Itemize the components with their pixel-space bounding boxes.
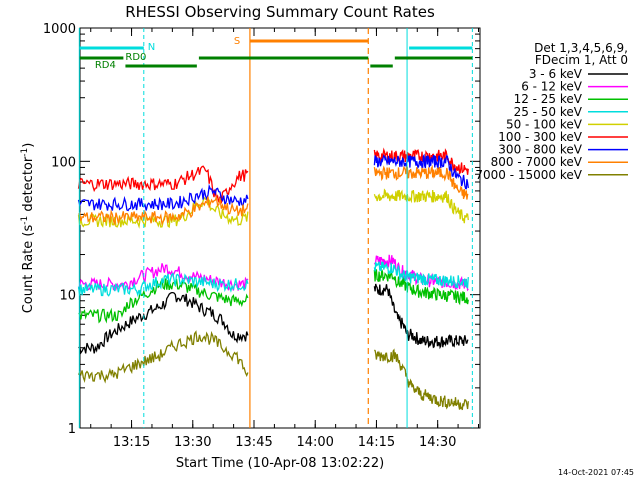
saa-label: S <box>234 36 240 47</box>
series-line-0-pre <box>78 291 249 355</box>
x-tick-label: 14:30 <box>419 435 456 450</box>
x-tick-label: 13:30 <box>174 435 211 450</box>
series-line-6-post <box>373 153 469 190</box>
night-label: N <box>148 42 155 53</box>
plot-area: 13:15 13:30 13:45 14:00 14:15 14:30 1 10 100 1000… <box>43 22 481 450</box>
plot-frame <box>79 27 481 429</box>
y-tick-label: 1 <box>68 422 76 437</box>
chart-title: RHESSI Observing Summary Count Rates <box>125 3 435 21</box>
legend-label-6: 300 - 800 keV <box>498 143 582 157</box>
series-line-6-pre <box>77 183 249 212</box>
x-tick-label: 14:15 <box>358 435 395 450</box>
legend: Det 1,3,4,5,6,9, FDecim 1, Att 0 3 - 6 k… <box>475 41 628 182</box>
legend-header-2: FDecim 1, Att 0 <box>535 53 628 67</box>
y-axis-label: Count Rate (s-1 detector-1) <box>20 143 36 314</box>
series-line-3-pre <box>77 272 249 298</box>
series-line-8-pre <box>77 330 249 384</box>
series-line-4-post <box>373 188 469 224</box>
y-tick-label: 100 <box>51 155 76 170</box>
legend-label-7: 800 - 7000 keV <box>491 155 583 169</box>
y-tick-label: 1000 <box>43 22 76 37</box>
series-line-8-post <box>373 348 469 411</box>
legend-header-1: Det 1,3,4,5,6,9, <box>534 41 628 55</box>
rd4-label: RD4 <box>95 60 116 71</box>
series-line-2-post <box>373 269 469 306</box>
legend-label-3: 25 - 50 keV <box>514 105 583 119</box>
series-line-2-pre <box>78 277 249 324</box>
series-line-7-pre <box>78 195 249 227</box>
x-tick-label: 14:00 <box>296 435 333 450</box>
legend-label-1: 6 - 12 keV <box>521 80 583 94</box>
series-line-0-post <box>373 283 469 350</box>
rd0-label: RD0 <box>125 52 146 63</box>
x-tick-label: 13:15 <box>113 435 150 450</box>
y-tick-label: 10 <box>59 289 76 304</box>
series-line-3-post <box>373 261 469 289</box>
series-line-5-post <box>373 147 469 175</box>
series-line-7-post <box>373 164 469 200</box>
footer-timestamp: 14-Oct-2021 07:45 <box>558 468 634 477</box>
series-line-5-pre <box>77 165 249 204</box>
x-tick-label: 13:45 <box>235 435 272 450</box>
x-axis-label: Start Time (10-Apr-08 13:02:22) <box>176 456 384 471</box>
legend-label-2: 12 - 25 keV <box>514 92 583 106</box>
legend-label-5: 100 - 300 keV <box>498 130 582 144</box>
legend-label-8: 7000 - 15000 keV <box>475 168 582 182</box>
legend-label-0: 3 - 6 keV <box>529 67 583 81</box>
legend-label-4: 50 - 100 keV <box>506 117 583 131</box>
